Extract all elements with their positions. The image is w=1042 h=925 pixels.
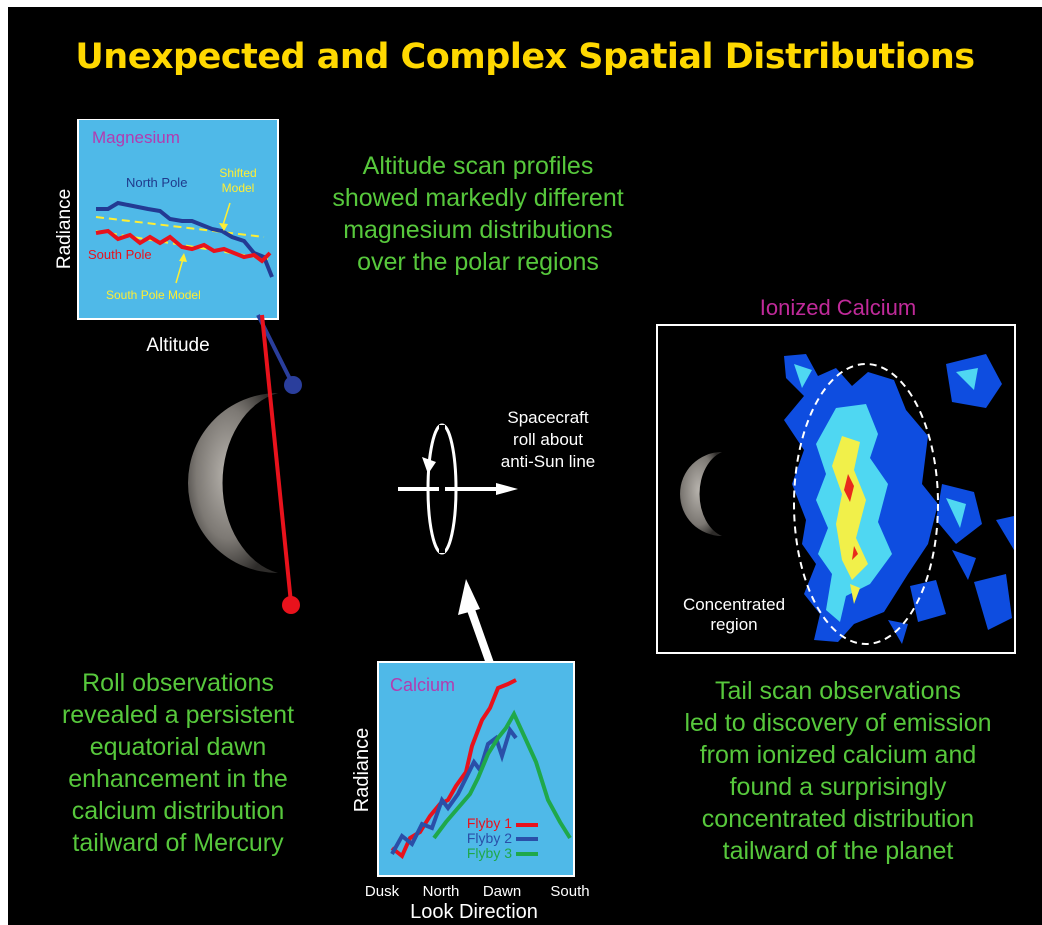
figure-frame: Unexpected and Complex Spatial Distribut…: [8, 7, 1042, 925]
altitude-caption-line: magnesium distributions: [343, 216, 613, 244]
roll-diagram: [398, 423, 518, 555]
roll-caption-line: enhancement in the: [68, 765, 288, 793]
flyby-1-series: [390, 678, 517, 860]
calcium-arrow-shaft: [466, 605, 496, 671]
tail-caption-line: found a surprisingly: [729, 773, 947, 801]
tail-caption-line: from ionized calcium and: [699, 741, 977, 769]
magnesium-title: Magnesium: [92, 128, 180, 147]
tail-caption-line: tailward of the planet: [722, 837, 954, 865]
ionized-calcium-map: Concentrated region: [656, 324, 1016, 654]
shifted-model-label-2: Model: [222, 181, 255, 195]
calcium-chart: Calcium Flyby 1 Flyby 2 Flyby 3 Radiance…: [351, 661, 590, 923]
roll-caption-line: revealed a persistent: [61, 701, 295, 729]
altitude-caption-line: showed markedly different: [332, 184, 624, 212]
magnesium-chart: Magnesium North Pole Shifted Model South…: [54, 119, 279, 356]
south-pole-line: [260, 314, 293, 604]
tick-dusk: Dusk: [365, 883, 400, 900]
shifted-model-label-1: Shifted: [219, 166, 256, 180]
legend-flyby-3: Flyby 3: [467, 845, 512, 861]
altitude-caption: Altitude scan profiles showed markedly d…: [278, 150, 678, 278]
mercury-illustration: [188, 314, 302, 614]
south-pole-label: South Pole: [88, 247, 152, 262]
mercury-crescent: [188, 393, 278, 573]
tick-south: South: [550, 883, 589, 900]
shifted-model-line: [95, 216, 265, 238]
flyby-3-series: [432, 709, 572, 840]
calcium-title: Calcium: [390, 675, 455, 695]
concentrated-label-1: Concentrated: [683, 595, 785, 614]
magnesium-ylabel: Radiance: [54, 189, 75, 269]
flyby-2-series: [390, 725, 518, 855]
south-model-arrowhead: [179, 253, 187, 262]
roll-caption-line: Roll observations: [82, 669, 274, 697]
mercury-small: [680, 452, 722, 536]
concentrated-region-outline: [793, 363, 939, 645]
roll-caption-line: calcium distribution: [71, 797, 285, 825]
tail-caption: Tail scan observations led to discovery …: [648, 675, 1028, 867]
magnesium-xlabel: Altitude: [146, 335, 209, 356]
roll-arrowhead: [422, 457, 436, 474]
calcium-arrow: [458, 579, 496, 671]
altitude-caption-line: over the polar regions: [357, 248, 599, 276]
roll-caption-line: tailward of Mercury: [72, 829, 284, 857]
calcium-xlabel: Look Direction: [410, 901, 538, 923]
roll-label: Spacecraft roll about anti-Sun line: [468, 407, 628, 473]
tick-dawn: Dawn: [483, 883, 521, 900]
south-pole-model-label: South Pole Model: [106, 288, 201, 302]
tail-caption-line: led to discovery of emission: [684, 709, 992, 737]
concentrated-label-2: region: [710, 615, 757, 634]
tail-caption-line: concentrated distribution: [701, 805, 975, 833]
north-pole-label: North Pole: [126, 175, 187, 190]
shifted-model-arrowhead: [219, 223, 228, 231]
altitude-caption-line: Altitude scan profiles: [362, 152, 594, 180]
south-pole-marker: [282, 596, 300, 614]
north-pole-series: [96, 200, 274, 278]
south-pole-series: [95, 228, 272, 264]
page-title: Unexpected and Complex Spatial Distribut…: [75, 37, 975, 77]
calcium-arrowhead: [458, 579, 480, 615]
emission-red: [844, 474, 858, 560]
tail-caption-line: Tail scan observations: [715, 677, 961, 705]
calcium-ylabel: Radiance: [351, 728, 373, 813]
legend-flyby-2: Flyby 2: [467, 830, 512, 846]
ionized-title: Ionized Calcium: [759, 295, 917, 320]
shifted-model-pointer: [222, 202, 231, 226]
anti-sun-arrowhead: [496, 483, 518, 495]
legend-flyby-1: Flyby 1: [467, 815, 512, 831]
roll-caption-line: equatorial dawn: [89, 733, 267, 761]
roll-label-line: anti-Sun line: [500, 452, 596, 471]
south-model-pointer: [175, 258, 184, 284]
roll-caption: Roll observations revealed a persistent …: [28, 667, 328, 859]
roll-label-line: Spacecraft: [507, 408, 589, 427]
roll-label-line: roll about: [513, 430, 583, 449]
north-pole-marker: [284, 376, 302, 394]
emission-yellow: [832, 436, 868, 604]
tick-north: North: [423, 883, 460, 900]
